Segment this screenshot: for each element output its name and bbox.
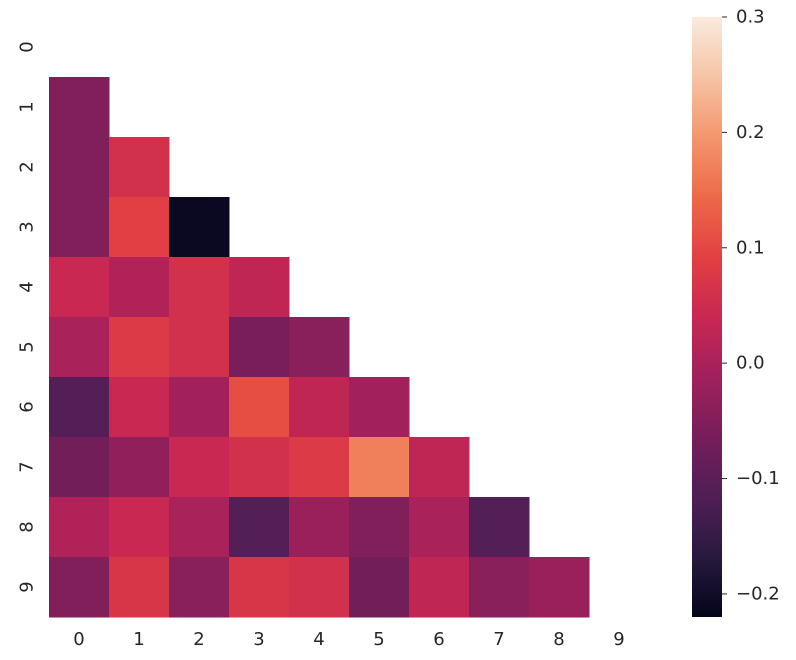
heatmap-cell-9-4 xyxy=(289,557,350,618)
x-tick-label-7: 7 xyxy=(493,629,504,650)
heatmap-cell-4-1 xyxy=(109,257,170,318)
y-tick-label-9: 9 xyxy=(17,581,38,592)
colorbar-tick-label-5: −0.2 xyxy=(736,583,780,604)
heatmap-cell-8-3 xyxy=(229,497,290,558)
heatmap-cell-4-3 xyxy=(229,257,290,318)
colorbar xyxy=(692,17,722,617)
heatmap-cell-5-2 xyxy=(169,317,230,378)
heatmap-cell-8-2 xyxy=(169,497,230,558)
y-tick-label-5: 5 xyxy=(17,341,38,352)
heatmap-cell-9-0 xyxy=(49,557,110,618)
heatmap-cell-5-1 xyxy=(109,317,170,378)
y-tick-label-2: 2 xyxy=(17,161,38,172)
heatmap-cells xyxy=(49,77,590,618)
heatmap-cell-8-0 xyxy=(49,497,110,558)
x-tick-label-9: 9 xyxy=(613,629,624,650)
x-tick-label-6: 6 xyxy=(433,629,444,650)
heatmap-cell-9-8 xyxy=(529,557,590,618)
heatmap-cell-2-1 xyxy=(109,137,170,198)
heatmap-cell-5-3 xyxy=(229,317,290,378)
heatmap-cell-9-7 xyxy=(469,557,530,618)
heatmap-cell-6-2 xyxy=(169,377,230,438)
heatmap-cell-8-1 xyxy=(109,497,170,558)
y-tick-label-1: 1 xyxy=(17,101,38,112)
colorbar-tick-label-4: −0.1 xyxy=(736,468,780,489)
heatmap-cell-9-3 xyxy=(229,557,290,618)
heatmap-cell-8-7 xyxy=(469,497,530,558)
heatmap-cell-7-6 xyxy=(409,437,470,498)
heatmap-cell-2-0 xyxy=(49,137,110,198)
y-tick-label-8: 8 xyxy=(17,521,38,532)
heatmap-cell-9-2 xyxy=(169,557,230,618)
colorbar-tick-label-3: 0.0 xyxy=(736,353,765,374)
heatmap-cell-7-2 xyxy=(169,437,230,498)
heatmap-cell-3-1 xyxy=(109,197,170,258)
x-tick-label-0: 0 xyxy=(73,629,84,650)
heatmap-cell-4-0 xyxy=(49,257,110,318)
heatmap-cell-4-2 xyxy=(169,257,230,318)
heatmap-cell-7-4 xyxy=(289,437,350,498)
heatmap-cell-6-3 xyxy=(229,377,290,438)
heatmap-cell-9-1 xyxy=(109,557,170,618)
heatmap-cell-9-6 xyxy=(409,557,470,618)
heatmap-cell-1-0 xyxy=(49,77,110,138)
y-axis-ticks: 0 1 2 3 4 5 6 7 8 9 xyxy=(17,41,38,592)
heatmap-cell-7-3 xyxy=(229,437,290,498)
heatmap-cell-8-5 xyxy=(349,497,410,558)
heatmap-cell-3-0 xyxy=(49,197,110,258)
heatmap-cell-6-4 xyxy=(289,377,350,438)
heatmap-cell-7-5 xyxy=(349,437,410,498)
colorbar-ticks: 0.3 0.2 0.1 0.0 −0.1 −0.2 xyxy=(722,7,780,604)
y-tick-label-3: 3 xyxy=(17,221,38,232)
colorbar-tick-label-1: 0.2 xyxy=(736,122,765,143)
y-tick-label-4: 4 xyxy=(17,281,38,292)
heatmap-cell-7-1 xyxy=(109,437,170,498)
heatmap-cell-3-2 xyxy=(169,197,230,258)
y-tick-label-0: 0 xyxy=(17,41,38,52)
colorbar-tick-label-2: 0.1 xyxy=(736,237,765,258)
x-tick-label-8: 8 xyxy=(553,629,564,650)
y-tick-label-7: 7 xyxy=(17,461,38,472)
x-tick-label-5: 5 xyxy=(373,629,384,650)
heatmap-cell-6-5 xyxy=(349,377,410,438)
x-tick-label-3: 3 xyxy=(253,629,264,650)
heatmap-cell-6-1 xyxy=(109,377,170,438)
heatmap-cell-5-0 xyxy=(49,317,110,378)
x-tick-label-1: 1 xyxy=(133,629,144,650)
x-axis-ticks: 0 1 2 3 4 5 6 7 8 9 xyxy=(73,629,624,650)
y-tick-label-6: 6 xyxy=(17,401,38,412)
x-tick-label-4: 4 xyxy=(313,629,324,650)
heatmap-cell-7-0 xyxy=(49,437,110,498)
heatmap-cell-5-4 xyxy=(289,317,350,378)
heatmap-cell-8-4 xyxy=(289,497,350,558)
colorbar-tick-label-0: 0.3 xyxy=(736,7,765,28)
x-tick-label-2: 2 xyxy=(193,629,204,650)
heatmap-cell-9-5 xyxy=(349,557,410,618)
heatmap-cell-8-6 xyxy=(409,497,470,558)
heatmap-cell-6-0 xyxy=(49,377,110,438)
